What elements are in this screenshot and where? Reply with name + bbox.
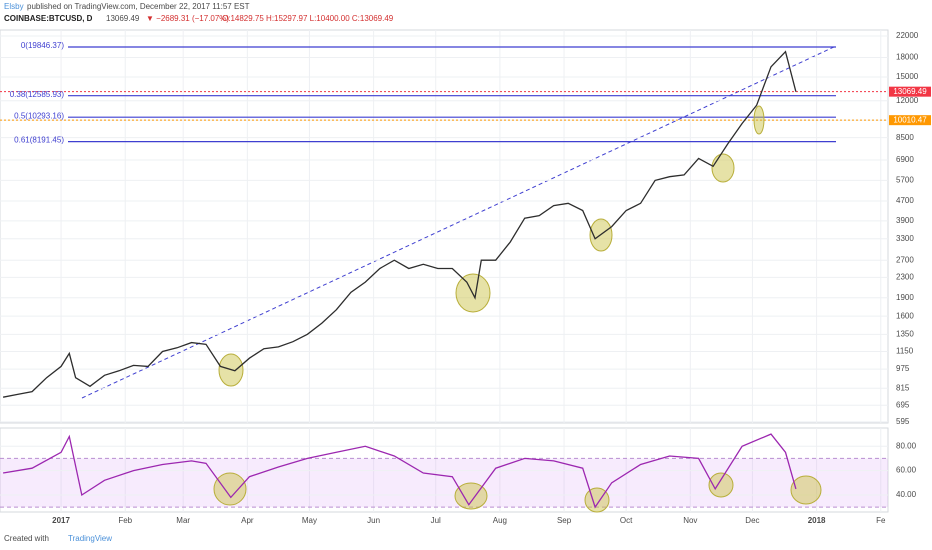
highlight bbox=[753, 105, 765, 135]
trend-line bbox=[81, 45, 837, 399]
y-tick-label: 975 bbox=[896, 364, 910, 373]
price-panel bbox=[0, 29, 889, 424]
symbol: COINBASE:BTCUSD, D bbox=[4, 14, 93, 23]
y-tick-label: 22000 bbox=[896, 31, 919, 40]
y-tick-label: 60.00 bbox=[896, 466, 917, 475]
y-tick-label: 2300 bbox=[896, 272, 914, 281]
y-tick-label: 1600 bbox=[896, 311, 914, 320]
x-tick-label: Jul bbox=[431, 516, 441, 525]
x-tick-label: 2017 bbox=[52, 516, 70, 525]
y-tick-label: 1900 bbox=[896, 293, 914, 302]
price-tag bbox=[889, 115, 931, 126]
highlight bbox=[454, 482, 488, 510]
y-tick-label: 1150 bbox=[896, 347, 914, 356]
x-tick-label: Aug bbox=[493, 516, 507, 525]
change: ▼ −2689.31 (−17.07%) bbox=[146, 14, 229, 23]
highlight bbox=[711, 153, 735, 183]
highlight bbox=[708, 472, 734, 498]
x-tick-label: Sep bbox=[557, 516, 572, 525]
x-tick-label: Nov bbox=[683, 516, 697, 525]
y-tick-label: 695 bbox=[896, 400, 910, 409]
x-tick-label: Apr bbox=[241, 516, 254, 525]
rsi-band bbox=[0, 458, 888, 508]
y-tick-label: 6900 bbox=[896, 155, 914, 164]
close: 13069.49 bbox=[106, 14, 140, 23]
footer-created: Created with bbox=[4, 534, 49, 543]
x-tick-label: Feb bbox=[118, 516, 132, 525]
y-tick-label: 18000 bbox=[896, 53, 919, 62]
y-tick-label: 5700 bbox=[896, 175, 914, 184]
series-line bbox=[2, 50, 797, 398]
y-tick-label: 3300 bbox=[896, 234, 914, 243]
fib-label: 0.5(10293.16) bbox=[14, 111, 64, 120]
y-tick-label: 815 bbox=[896, 383, 910, 392]
x-tick-label: Oct bbox=[620, 516, 633, 525]
y-tick-label: 12000 bbox=[896, 96, 919, 105]
ohlc: O:14829.75 H:15297.97 L:10400.00 C:13069… bbox=[222, 14, 394, 23]
x-tick-label: May bbox=[302, 516, 317, 525]
series-line bbox=[2, 433, 797, 509]
y-tick-label: 1350 bbox=[896, 329, 914, 338]
x-tick-label: Fe bbox=[876, 516, 886, 525]
fib-label: 0(19846.37) bbox=[21, 41, 64, 50]
highlight bbox=[213, 472, 247, 506]
y-tick-label: 3900 bbox=[896, 216, 914, 225]
y-tick-label: 40.00 bbox=[896, 490, 917, 499]
y-tick-label: 4700 bbox=[896, 196, 914, 205]
y-tick-label: 15000 bbox=[896, 72, 919, 81]
highlight bbox=[790, 475, 822, 505]
price-tag bbox=[889, 86, 931, 97]
x-tick-label: Dec bbox=[745, 516, 759, 525]
published: published on TradingView.com, December 2… bbox=[27, 2, 250, 11]
y-tick-label: 595 bbox=[896, 417, 910, 426]
footer-brand[interactable]: TradingView bbox=[68, 534, 112, 543]
author[interactable]: Elsby bbox=[4, 2, 24, 11]
price-tag-label: 13069.49 bbox=[893, 87, 927, 96]
fib-label: 0.61(8191.45) bbox=[14, 136, 64, 145]
x-tick-label: 2018 bbox=[808, 516, 826, 525]
x-tick-label: Mar bbox=[176, 516, 190, 525]
rsi-panel bbox=[0, 427, 889, 513]
y-tick-label: 80.00 bbox=[896, 441, 917, 450]
y-tick-label: 8500 bbox=[896, 133, 914, 142]
x-tick-label: Jun bbox=[367, 516, 380, 525]
price-tag-label: 10010.47 bbox=[893, 115, 927, 124]
y-tick-label: 2700 bbox=[896, 255, 914, 264]
fib-label: 0.38(12585.93) bbox=[10, 90, 65, 99]
